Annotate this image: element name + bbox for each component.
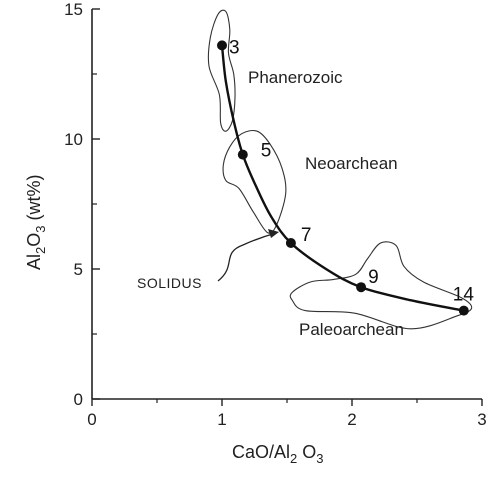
region-label-neoarchean: Neoarchean	[305, 154, 398, 173]
solidus-annotation: SOLIDUS	[137, 275, 202, 291]
x-ticks: 0 1 2 3	[87, 399, 487, 429]
solidus-arrow	[217, 232, 277, 282]
data-point	[356, 282, 367, 293]
y-tick-label: 5	[74, 260, 83, 279]
x-tick-label: 2	[347, 410, 356, 429]
x-tick-label: 1	[217, 410, 226, 429]
y-axis-title: Al2O3 (wt%)	[24, 175, 48, 271]
solidus-curve	[220, 45, 465, 312]
data-point	[285, 238, 296, 248]
regions	[207, 9, 473, 330]
data-point	[237, 149, 248, 160]
region-outline-neoarchean	[222, 129, 287, 234]
point-label: 9	[368, 267, 379, 288]
solidus-arrowhead	[268, 229, 279, 238]
y-tick-label: 0	[74, 390, 83, 409]
data-point	[217, 40, 227, 51]
region-outline-paleoarchean	[289, 241, 473, 330]
region-label-phanerozoic: Phanerozoic	[248, 68, 343, 87]
data-points: 3 5 7 9 14	[217, 37, 475, 316]
y-tick-label: 15	[64, 0, 83, 19]
point-label: 7	[301, 225, 312, 246]
x-tick-label: 0	[87, 410, 96, 429]
x-tick-label: 3	[477, 410, 486, 429]
point-label: 3	[229, 37, 240, 58]
region-outline-phanerozoic	[207, 9, 236, 132]
x-axis-title: CaO/Al2 O3	[232, 442, 324, 466]
y-tick-label: 10	[64, 130, 83, 149]
region-label-paleoarchean: Paleoarchean	[299, 320, 404, 339]
data-point	[458, 305, 469, 316]
y-ticks: 0 5 10 15	[64, 0, 100, 409]
point-label: 14	[453, 285, 475, 306]
point-label: 5	[261, 141, 272, 162]
